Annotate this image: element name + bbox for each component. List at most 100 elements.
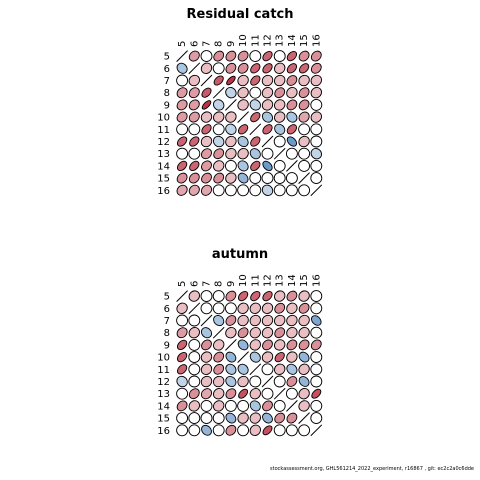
correlation-ellipse <box>225 363 237 375</box>
correlation-ellipse <box>237 399 250 412</box>
correlation-ellipse <box>176 111 188 123</box>
diagonal-line-mark <box>225 339 237 351</box>
diagonal-line-mark <box>200 314 213 327</box>
correlation-ellipse <box>176 364 188 375</box>
correlation-ellipse <box>249 424 261 436</box>
correlation-ellipse <box>213 160 225 172</box>
correlation-ellipse <box>310 290 323 303</box>
correlation-ellipse <box>262 50 273 62</box>
correlation-ellipse <box>262 412 273 424</box>
correlation-ellipse <box>176 387 189 400</box>
correlation-ellipse <box>310 339 322 351</box>
diagonal-line-mark <box>249 123 262 136</box>
correlation-ellipse <box>273 399 286 412</box>
diagonal-line-mark <box>212 326 225 339</box>
correlation-ellipse <box>249 327 261 339</box>
correlation-ellipse <box>285 387 298 400</box>
row-tick-label: 12 <box>157 137 170 148</box>
correlation-ellipse <box>225 412 237 424</box>
correlation-ellipse <box>188 388 200 400</box>
correlation-ellipse <box>261 87 274 99</box>
correlation-ellipse <box>176 99 188 111</box>
correlation-ellipse <box>176 74 189 87</box>
chart-title: Residual catch <box>187 7 294 22</box>
correlation-ellipse <box>249 172 262 185</box>
correlation-ellipse <box>237 124 249 135</box>
correlation-ellipse <box>188 363 201 376</box>
correlation-ellipse <box>250 160 261 172</box>
correlation-ellipse <box>176 136 188 147</box>
diagonal-line-mark <box>310 184 323 197</box>
correlation-ellipse <box>310 375 323 388</box>
diagonal-line-mark <box>261 135 274 148</box>
correlation-ellipse <box>224 159 237 172</box>
correlation-ellipse <box>310 111 322 123</box>
col-tick-label: 14 <box>287 34 298 47</box>
correlation-ellipse <box>213 172 225 184</box>
correlation-ellipse <box>200 50 213 63</box>
correlation-ellipse <box>188 111 200 123</box>
correlation-ellipse <box>200 351 213 363</box>
correlation-ellipse <box>176 62 188 74</box>
row-tick-label: 14 <box>157 161 170 172</box>
correlation-ellipse <box>249 302 261 314</box>
correlation-ellipse <box>249 351 261 363</box>
col-tick-label: 10 <box>238 274 249 287</box>
correlation-ellipse <box>225 172 237 184</box>
correlation-ellipse <box>261 314 274 327</box>
correlation-ellipse <box>237 160 249 172</box>
correlation-ellipse <box>213 148 225 160</box>
correlation-ellipse <box>286 363 298 375</box>
correlation-ellipse <box>188 290 200 302</box>
correlation-ellipse <box>262 290 273 302</box>
correlation-ellipse <box>212 424 225 437</box>
correlation-ellipse <box>262 160 273 172</box>
correlation-ellipse <box>310 172 323 185</box>
correlation-ellipse <box>273 172 286 185</box>
correlation-ellipse <box>188 123 201 136</box>
correlation-ellipse <box>262 63 273 74</box>
correlation-ellipse <box>213 375 225 388</box>
correlation-ellipse <box>310 87 322 99</box>
correlation-ellipse <box>249 400 261 412</box>
col-tick-label: 6 <box>189 281 200 287</box>
correlation-ellipse <box>213 135 225 148</box>
correlation-ellipse <box>213 99 225 111</box>
correlation-ellipse <box>201 87 212 98</box>
correlation-ellipse <box>213 363 225 375</box>
correlation-ellipse <box>237 375 249 388</box>
correlation-ellipse <box>274 290 286 302</box>
correlation-ellipse <box>261 302 274 314</box>
correlation-ellipse <box>237 184 250 197</box>
row-tick-label: 14 <box>157 401 170 412</box>
correlation-ellipse <box>188 351 201 364</box>
correlation-ellipse <box>286 314 298 327</box>
correlation-ellipse <box>250 290 261 302</box>
correlation-ellipse <box>286 50 298 62</box>
correlation-ellipse <box>286 87 298 99</box>
row-tick-label: 16 <box>157 186 170 197</box>
correlation-ellipse <box>262 425 273 436</box>
correlation-ellipse <box>225 388 237 400</box>
correlation-ellipse <box>298 50 310 62</box>
correlation-ellipse <box>274 111 286 123</box>
correlation-ellipse <box>310 135 323 148</box>
correlation-ellipse <box>262 124 273 135</box>
row-tick-label: 12 <box>157 377 170 388</box>
diagonal-line-mark <box>273 387 286 400</box>
correlation-ellipse <box>176 412 189 425</box>
diagonal-line-mark <box>188 302 201 315</box>
correlation-ellipse <box>250 63 261 74</box>
correlation-ellipse <box>189 160 200 172</box>
row-tick-label: 6 <box>164 64 170 75</box>
correlation-ellipse <box>273 135 286 148</box>
correlation-ellipse <box>285 184 298 197</box>
correlation-ellipse <box>298 135 310 148</box>
correlation-ellipse <box>188 50 200 62</box>
correlation-ellipse <box>298 63 310 74</box>
col-tick-label: 16 <box>311 34 322 47</box>
correlation-ellipse <box>212 184 225 197</box>
correlation-ellipse <box>249 314 261 327</box>
correlation-ellipse <box>176 314 189 327</box>
correlation-ellipse <box>274 412 286 424</box>
